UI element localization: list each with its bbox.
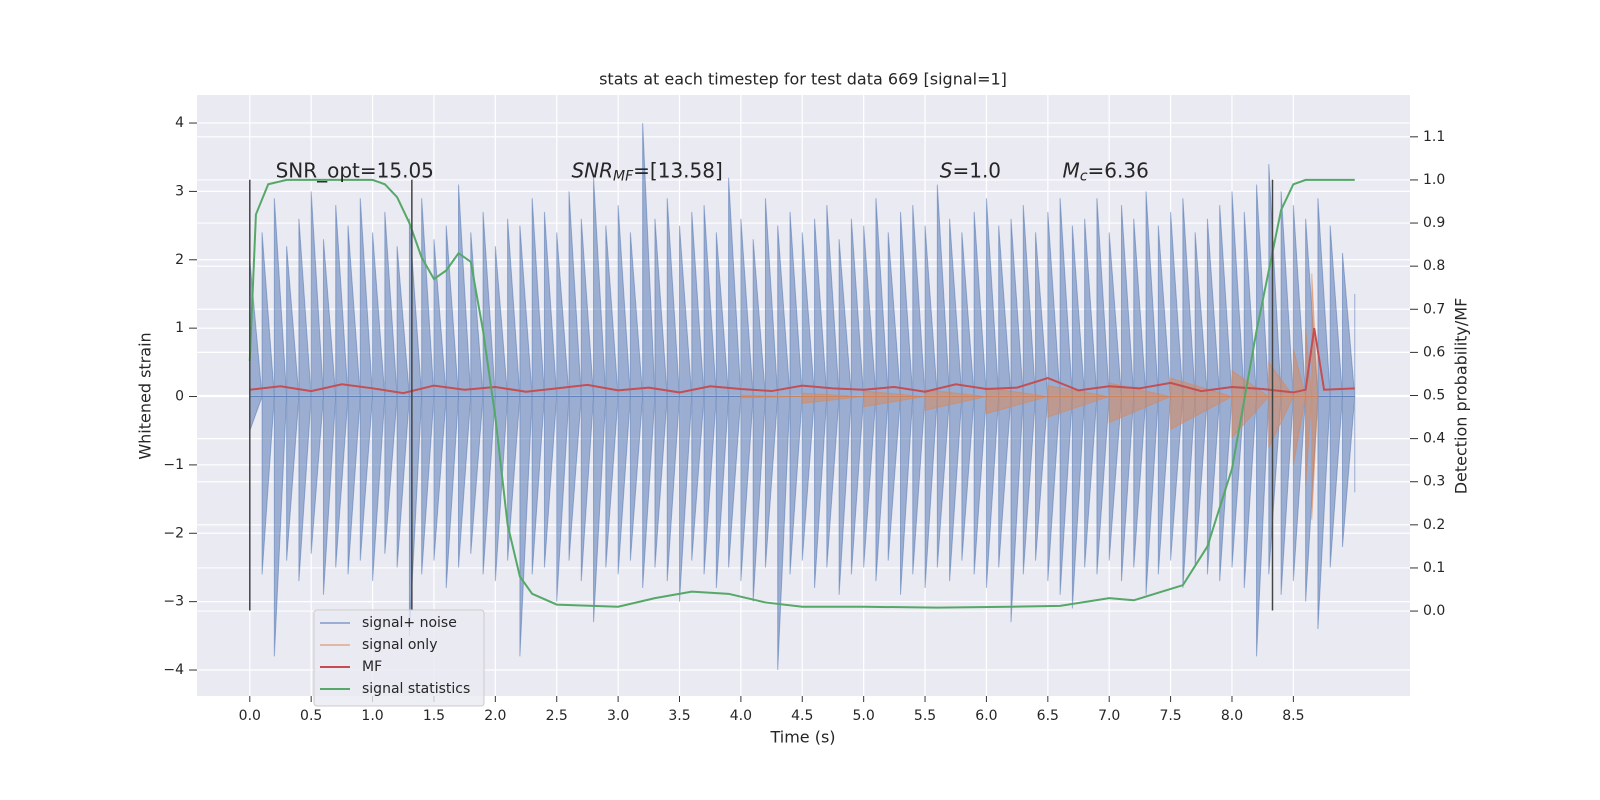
y2-tick-label: 0.2 bbox=[1423, 517, 1445, 533]
y-tick-label: −4 bbox=[163, 662, 184, 678]
x-tick-label: 0.5 bbox=[300, 708, 322, 724]
annotation-text: =1.0 bbox=[952, 158, 1001, 182]
y-tick-label: −3 bbox=[163, 594, 184, 610]
x-tick-label: 2.0 bbox=[484, 708, 506, 724]
x-tick-label: 8.5 bbox=[1282, 708, 1304, 724]
band-lower bbox=[740, 395, 1319, 520]
y2-tick-label: 0.1 bbox=[1423, 560, 1445, 576]
annotation-sub: c bbox=[1080, 169, 1088, 185]
x-tick-label: 7.0 bbox=[1098, 708, 1120, 724]
y2-tick-label: 0.9 bbox=[1423, 215, 1445, 231]
y2-tick-label: 0.5 bbox=[1423, 388, 1445, 404]
y2-tick-label: 1.0 bbox=[1423, 172, 1445, 188]
annotation-text: =6.36 bbox=[1088, 158, 1149, 182]
x-axis-label: Time (s) bbox=[769, 728, 835, 747]
annotation: SNR_opt=15.05 bbox=[276, 158, 434, 182]
band-upper bbox=[740, 273, 1319, 399]
y-tick-label: −1 bbox=[163, 457, 184, 473]
x-tick-label: 0.0 bbox=[239, 708, 261, 724]
legend-label: signal only bbox=[362, 637, 437, 653]
legend-label: signal statistics bbox=[362, 681, 470, 697]
x-tick-label: 5.0 bbox=[853, 708, 875, 724]
x-tick-label: 1.5 bbox=[423, 708, 445, 724]
y-tick-label: 3 bbox=[175, 183, 184, 199]
x-tick-label: 6.0 bbox=[975, 708, 997, 724]
y2-axis-label: Detection probability/MF bbox=[1452, 298, 1471, 495]
x-tick-label: 3.0 bbox=[607, 708, 629, 724]
y-tick-label: 4 bbox=[175, 115, 184, 131]
series-line bbox=[248, 178, 1355, 609]
y2-tick-label: 1.1 bbox=[1423, 129, 1445, 145]
legend-label: signal+ noise bbox=[362, 615, 457, 631]
series-line bbox=[249, 327, 1355, 395]
legend-label: MF bbox=[362, 659, 382, 675]
axes: 0.0 0.5 1.0 1.5 2.0 2.5 3.0 3.5 4.0 4.5 5.0 5.5 6.0 6… bbox=[163, 115, 1445, 724]
annotation-math: SNR bbox=[571, 158, 613, 182]
annotation-math: S bbox=[940, 158, 953, 182]
annotation-text: =[13.58] bbox=[633, 158, 723, 182]
x-tick-label: 7.5 bbox=[1159, 708, 1181, 724]
annotation-text: SNR_opt=15.05 bbox=[276, 158, 434, 182]
annotation-sub: MF bbox=[613, 169, 634, 185]
annotation: S=1.0 bbox=[940, 158, 1001, 182]
marks: SNR_opt=15.05 SNRMF=[13.58] S=1.0 Mc=6.36 bbox=[248, 123, 1356, 671]
x-tick-label: 8.0 bbox=[1221, 708, 1243, 724]
y2-tick-label: 0.6 bbox=[1423, 344, 1445, 360]
band-lower bbox=[249, 396, 1356, 671]
x-tick-label: 4.5 bbox=[791, 708, 813, 724]
annotation: Mc=6.36 bbox=[1063, 158, 1149, 185]
y2-tick-label: 0.0 bbox=[1423, 603, 1445, 619]
x-tick-label: 3.5 bbox=[668, 708, 690, 724]
band-upper bbox=[249, 123, 1356, 398]
y-tick-label: −2 bbox=[163, 525, 184, 541]
x-tick-label: 6.5 bbox=[1037, 708, 1059, 724]
x-tick-label: 2.5 bbox=[546, 708, 568, 724]
x-tick-label: 4.0 bbox=[730, 708, 752, 724]
x-tick-label: 1.0 bbox=[361, 708, 383, 724]
legend-box bbox=[313, 609, 485, 707]
annotation-math: M bbox=[1063, 158, 1080, 182]
annotation: SNRMF=[13.58] bbox=[571, 158, 722, 185]
y-axis-label: Whitened strain bbox=[136, 332, 155, 459]
x-tick-label: 5.5 bbox=[914, 708, 936, 724]
y-tick-label: 2 bbox=[175, 252, 184, 268]
y-tick-label: 1 bbox=[175, 320, 184, 336]
legend: signal+ noise signal only MF signal statist… bbox=[313, 609, 485, 707]
y-tick-label: 0 bbox=[175, 389, 184, 405]
y2-tick-label: 0.4 bbox=[1423, 431, 1445, 447]
y2-tick-label: 0.3 bbox=[1423, 474, 1445, 490]
y2-tick-label: 0.8 bbox=[1423, 258, 1445, 274]
y2-tick-label: 0.7 bbox=[1423, 301, 1445, 317]
chart-title: stats at each timestep for test data 669… bbox=[599, 70, 1007, 89]
